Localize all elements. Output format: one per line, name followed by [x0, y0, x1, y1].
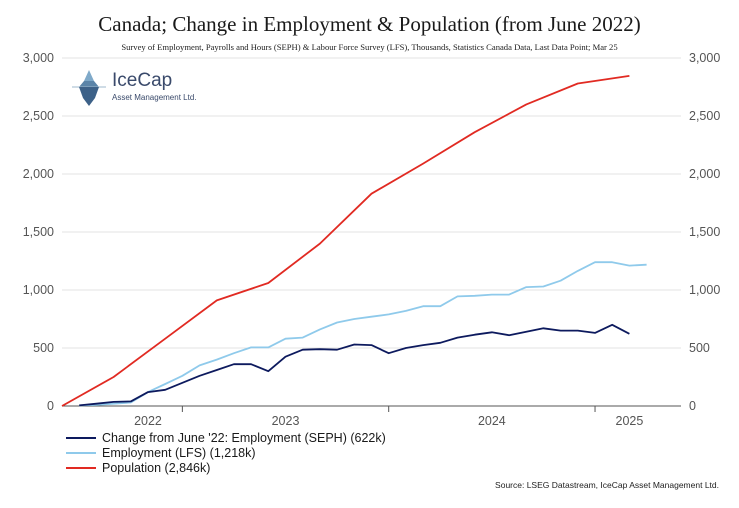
y-tick-label-left: 2,500 [23, 109, 54, 123]
y-tick-label-right: 3,000 [689, 51, 720, 65]
source-note: Source: LSEG Datastream, IceCap Asset Ma… [495, 480, 719, 490]
logo-tagline: Asset Management Ltd. [112, 93, 197, 102]
y-tick-label-right: 2,000 [689, 167, 720, 181]
logo-name: IceCap [112, 70, 173, 91]
icecap-logo: IceCap Asset Management Ltd. [72, 68, 232, 108]
y-tick-label-left: 1,500 [23, 225, 54, 239]
iceberg-icon [72, 70, 106, 106]
y-tick-label-right: 500 [689, 341, 710, 355]
x-tick-label: 2025 [616, 414, 644, 428]
y-tick-label-right: 1,000 [689, 283, 720, 297]
y-tick-label-left: 1,000 [23, 283, 54, 297]
year-dividers [181, 406, 596, 412]
legend-swatch-population [66, 466, 96, 469]
legend-label-lfs: Employment (LFS) (1,218k) [102, 445, 256, 460]
legend-swatch-seph [66, 436, 96, 439]
legend-label-seph: Change from June '22: Employment (SEPH) … [102, 430, 386, 445]
y-axis-right: 0 500 1,000 1,500 2,000 2,500 3,000 [689, 51, 720, 413]
series-lines [61, 75, 647, 407]
legend-swatch-lfs [66, 451, 96, 454]
legend-item-lfs: Employment (LFS) (1,218k) [66, 445, 386, 460]
y-tick-label-left: 0 [47, 399, 54, 413]
legend-item-seph: Change from June '22: Employment (SEPH) … [66, 430, 386, 445]
y-tick-label-left: 2,000 [23, 167, 54, 181]
y-axis-left: 0 500 1,000 1,500 2,000 2,500 3,000 [23, 51, 54, 413]
grid [62, 57, 681, 349]
y-tick-label-left: 3,000 [23, 51, 54, 65]
y-tick-label-right: 0 [689, 399, 696, 413]
series-line-lfs [79, 261, 647, 407]
x-axis: 2022 2023 2024 2025 [134, 414, 643, 428]
legend-label-population: Population (2,846k) [102, 460, 211, 475]
y-tick-label-right: 1,500 [689, 225, 720, 239]
legend-item-population: Population (2,846k) [66, 460, 386, 475]
x-tick-label: 2022 [134, 414, 162, 428]
x-tick-label: 2024 [478, 414, 506, 428]
y-tick-label-left: 500 [33, 341, 54, 355]
chart-title: Canada; Change in Employment & Populatio… [98, 12, 641, 36]
series-line-seph [79, 323, 630, 407]
chart-subtitle: Survey of Employment, Payrolls and Hours… [121, 42, 618, 52]
x-tick-label: 2023 [272, 414, 300, 428]
series-line-population [61, 75, 630, 407]
legend: Change from June '22: Employment (SEPH) … [66, 430, 386, 475]
y-tick-label-right: 2,500 [689, 109, 720, 123]
